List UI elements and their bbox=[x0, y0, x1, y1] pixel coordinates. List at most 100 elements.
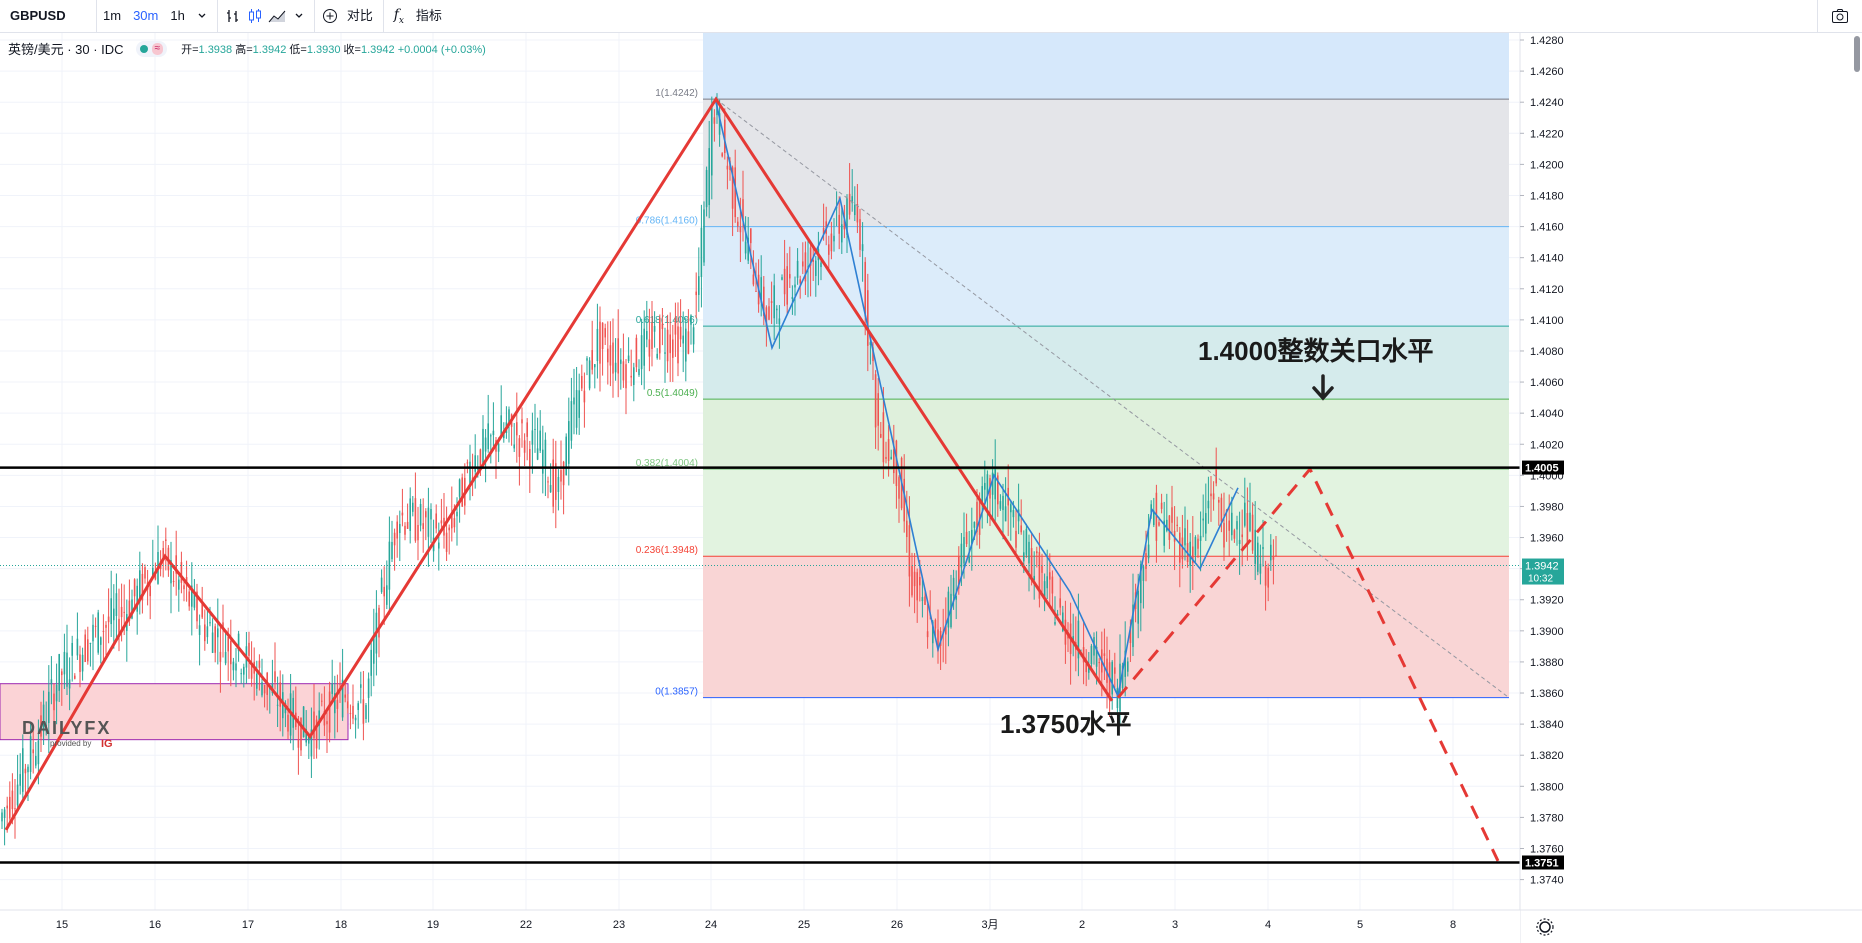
candle-body bbox=[1023, 552, 1025, 562]
candle-body bbox=[401, 512, 404, 516]
candle-body bbox=[635, 337, 638, 368]
candle-body bbox=[274, 671, 276, 683]
high-value: 1.3942 bbox=[252, 43, 287, 56]
candle-body bbox=[1212, 493, 1215, 500]
time-axis[interactable] bbox=[0, 910, 1520, 943]
candle-body bbox=[1168, 515, 1171, 540]
candle-body bbox=[718, 113, 721, 135]
candle-body bbox=[612, 342, 614, 374]
price-tick-label: 1.3900 bbox=[1530, 626, 1564, 638]
candle-body bbox=[646, 331, 648, 340]
candle-body bbox=[666, 329, 669, 362]
candle-body bbox=[820, 262, 822, 268]
candle-body bbox=[404, 525, 406, 535]
legend-title[interactable]: 英镑/美元 · 30 · IDC bbox=[8, 42, 124, 57]
candle-body bbox=[633, 367, 635, 385]
trendline-dashed[interactable] bbox=[715, 98, 1510, 699]
candle-body bbox=[48, 691, 50, 724]
candle-body bbox=[40, 715, 42, 737]
candle-body bbox=[542, 449, 544, 474]
low-label: 低= bbox=[289, 43, 307, 56]
candle-body bbox=[165, 539, 167, 541]
candle-body bbox=[1267, 567, 1269, 588]
candle-body bbox=[924, 596, 926, 605]
candle-body bbox=[1251, 514, 1254, 551]
candle-body bbox=[1254, 529, 1256, 564]
candle-body bbox=[354, 717, 357, 721]
candle-body bbox=[734, 167, 736, 218]
candle-body bbox=[170, 560, 172, 584]
candle-body bbox=[11, 790, 14, 810]
candle-body bbox=[383, 586, 385, 597]
candle-body bbox=[1205, 513, 1207, 534]
candle-body bbox=[302, 706, 305, 737]
status-badge[interactable]: ≈ bbox=[135, 40, 168, 57]
candle-body bbox=[523, 440, 526, 453]
price-axis[interactable] bbox=[1520, 32, 1862, 943]
price-tick-label: 1.4280 bbox=[1530, 35, 1564, 47]
candle-body bbox=[661, 323, 664, 330]
candle-body bbox=[890, 456, 892, 460]
time-tick-label: 16 bbox=[149, 919, 161, 931]
compare-button[interactable]: 对比 bbox=[346, 8, 373, 23]
red-wave-line[interactable] bbox=[4, 96, 1114, 831]
market-open-dot-icon bbox=[139, 44, 148, 53]
candle-body bbox=[414, 498, 417, 541]
candle-body bbox=[308, 735, 310, 744]
price-scrollbar[interactable] bbox=[1854, 36, 1860, 72]
candle-body bbox=[248, 642, 250, 656]
candle-body bbox=[547, 481, 549, 483]
candle-body bbox=[250, 665, 253, 679]
chevron-down-icon[interactable] bbox=[191, 0, 213, 32]
red-projection-dashed[interactable] bbox=[1116, 466, 1500, 862]
candle-body bbox=[422, 523, 424, 530]
candle-body bbox=[672, 339, 674, 358]
candle-body bbox=[1264, 566, 1267, 586]
interval-30m[interactable]: 30m bbox=[133, 8, 159, 23]
candle-body bbox=[497, 443, 500, 452]
candle-body bbox=[1033, 575, 1035, 581]
candle-body bbox=[227, 637, 229, 652]
candle-body bbox=[71, 642, 73, 656]
candle-body bbox=[1207, 500, 1210, 509]
area-style-icon[interactable] bbox=[266, 0, 288, 32]
function-fx-icon[interactable]: fx bbox=[393, 6, 404, 26]
candle-body bbox=[724, 119, 726, 154]
candle-body bbox=[417, 524, 419, 541]
candle-body bbox=[378, 607, 380, 638]
interval-1m[interactable]: 1m bbox=[103, 8, 122, 23]
symbol-search[interactable]: GBPUSD bbox=[0, 0, 97, 32]
indicators-button[interactable]: 指标 bbox=[415, 8, 442, 23]
candle-body bbox=[885, 456, 887, 459]
time-tick-label: 18 bbox=[335, 919, 347, 931]
candle-body bbox=[640, 335, 643, 370]
candle-body bbox=[1114, 667, 1116, 674]
candle-body bbox=[1056, 613, 1059, 616]
fibonacci-level-label: 0.786(1.4160) bbox=[636, 216, 698, 227]
candle-body bbox=[659, 317, 661, 354]
compare-plus-icon[interactable] bbox=[319, 0, 341, 32]
candle-body bbox=[53, 693, 55, 711]
blue-wave-line[interactable] bbox=[715, 102, 1239, 699]
candle-body bbox=[453, 518, 456, 528]
ohlc-values: 开=1.3938 高=1.3942 低=1.3930 收=1.3942 +0.0… bbox=[181, 41, 486, 57]
time-tick-label: 3 bbox=[1172, 919, 1178, 931]
chevron-down-icon[interactable] bbox=[288, 0, 310, 32]
bar-style-icon[interactable] bbox=[222, 0, 244, 32]
candle-body bbox=[1244, 502, 1246, 526]
price-tick-label: 1.4200 bbox=[1530, 159, 1564, 171]
candle-body bbox=[1046, 576, 1048, 589]
interval-1h[interactable]: 1h bbox=[170, 8, 185, 23]
price-tick-label: 1.4140 bbox=[1530, 253, 1564, 265]
settings-gear-icon[interactable] bbox=[1539, 921, 1551, 933]
candle-body bbox=[282, 692, 284, 719]
candle-style-icon[interactable] bbox=[244, 0, 266, 32]
candle-body bbox=[609, 345, 612, 366]
candle-body bbox=[1051, 576, 1054, 594]
candle-body bbox=[937, 629, 939, 652]
camera-icon[interactable] bbox=[1817, 0, 1862, 32]
candle-body bbox=[1220, 497, 1223, 522]
watermark-subtext: provided by bbox=[50, 739, 91, 748]
time-tick-label: 3月 bbox=[981, 919, 998, 931]
